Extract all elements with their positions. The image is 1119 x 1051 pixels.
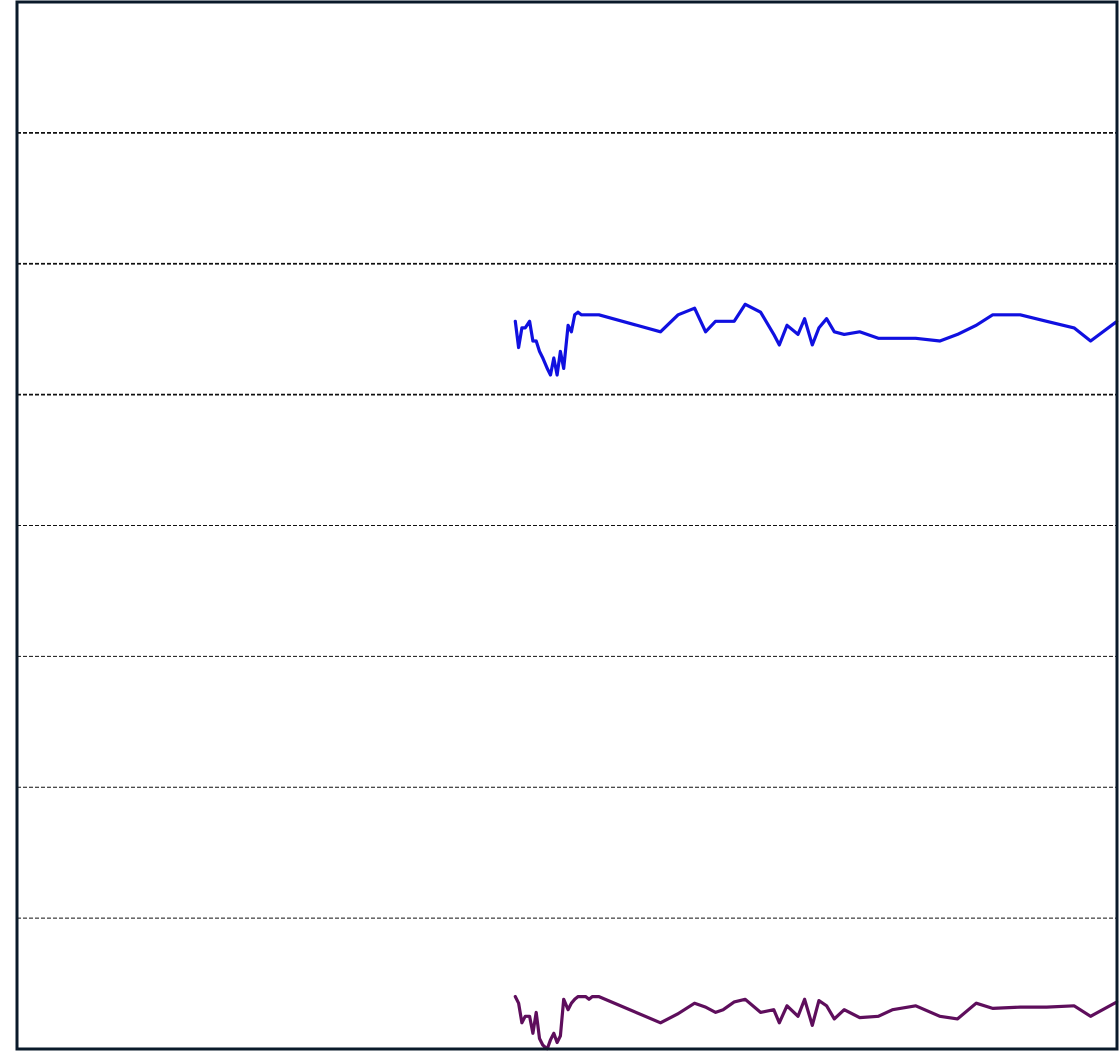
series-line-2 bbox=[513, 994, 1119, 1051]
gridlines bbox=[17, 131, 1117, 919]
series-line-1 bbox=[513, 302, 1119, 377]
series-lines bbox=[513, 302, 1119, 1051]
plot-frame bbox=[15, 0, 1119, 1051]
